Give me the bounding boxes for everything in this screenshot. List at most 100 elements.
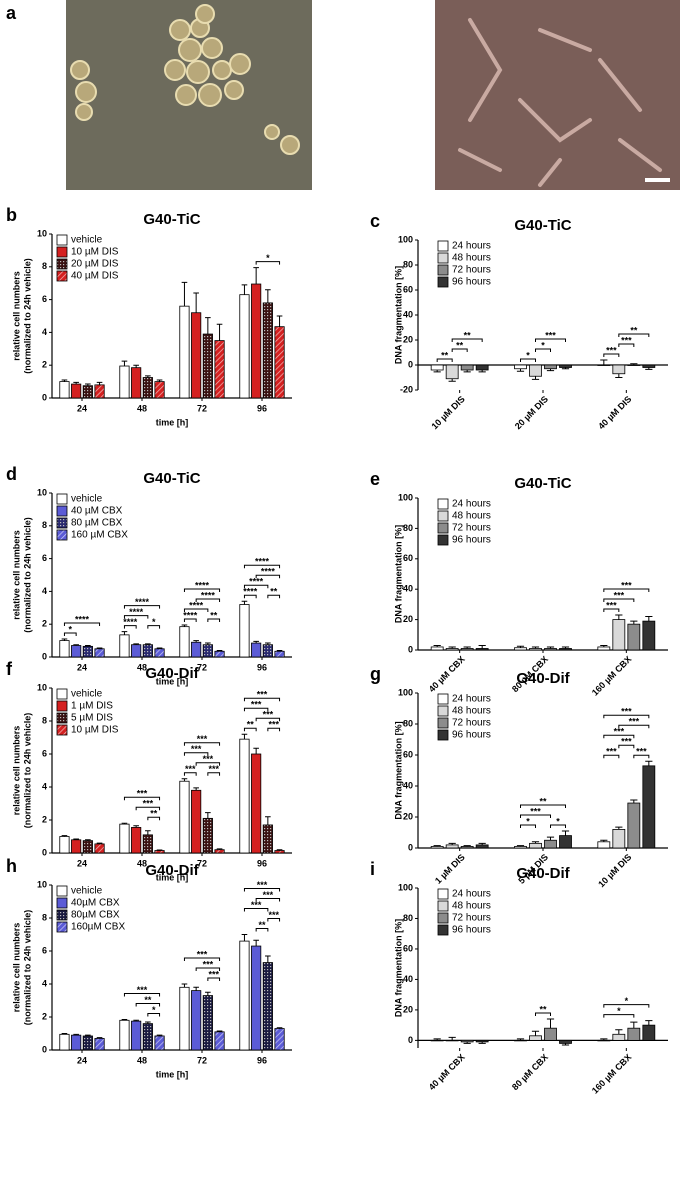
significance-label: *** xyxy=(263,710,274,720)
error-bar xyxy=(205,812,211,819)
error-bar xyxy=(133,364,139,368)
legend-swatch xyxy=(437,264,449,276)
error-bar xyxy=(73,838,79,840)
error-bar xyxy=(73,1033,79,1036)
significance-label: * xyxy=(625,996,629,1006)
error-bar xyxy=(181,281,188,307)
significance-label: *** xyxy=(636,747,647,757)
y-axis-label: relative cell numbers xyxy=(11,530,21,620)
bar xyxy=(544,648,557,651)
significance-bracket xyxy=(451,348,468,352)
y-tick-label: 0 xyxy=(408,1035,413,1045)
significance-label: ** xyxy=(456,340,464,350)
y-tick-label: 8 xyxy=(42,261,47,271)
legend-swatch xyxy=(56,270,68,282)
significance-bracket xyxy=(183,588,221,593)
error-bar xyxy=(193,292,199,313)
error-bar xyxy=(433,644,441,647)
significance-label: **** xyxy=(249,577,264,587)
error-bar xyxy=(276,1027,283,1029)
significance-bracket xyxy=(618,724,650,729)
legend-label: 160µM CBX xyxy=(71,922,125,933)
x-axis-label: time [h] xyxy=(156,676,189,686)
x-tick-label: 40 µM CBX xyxy=(427,654,467,694)
bar xyxy=(142,377,153,399)
significance-bracket xyxy=(195,967,221,971)
legend-swatch xyxy=(437,534,449,546)
error-bar xyxy=(478,644,486,649)
significance-bracket xyxy=(243,584,269,589)
x-tick-label: 24 xyxy=(77,662,87,672)
bar xyxy=(239,738,250,854)
error-bar xyxy=(216,323,223,341)
error-bar xyxy=(73,381,79,385)
error-bar xyxy=(600,644,608,647)
significance-bracket xyxy=(255,898,281,902)
x-tick-label: 96 xyxy=(257,662,267,672)
bar xyxy=(214,1031,225,1051)
legend-label: 72 hours xyxy=(452,718,491,729)
significance-label: *** xyxy=(268,910,279,920)
x-tick-label: 160 µM CBX xyxy=(590,1052,634,1096)
bar xyxy=(475,844,489,849)
y-tick-label: 80 xyxy=(403,259,413,269)
y-tick-label: 20 xyxy=(403,811,413,821)
chart-title: G40-Dif xyxy=(145,665,199,682)
significance-bracket xyxy=(123,992,161,997)
x-tick-label: 48 xyxy=(137,662,147,672)
chart-title: G40-Dif xyxy=(516,865,570,882)
legend-swatch xyxy=(437,276,449,288)
bar xyxy=(514,1039,527,1042)
bar xyxy=(642,620,656,651)
error-bar xyxy=(241,733,248,740)
bar xyxy=(445,648,459,651)
bar xyxy=(529,648,542,651)
error-bar xyxy=(133,1019,139,1022)
error-bar xyxy=(600,1038,608,1041)
significance-bracket xyxy=(520,804,566,808)
legend-label: vehicle xyxy=(71,494,103,505)
error-bar xyxy=(181,983,188,988)
error-bar xyxy=(600,359,608,365)
legend-swatch xyxy=(56,688,68,700)
y-axis-label: (normalized to 24h vehicle) xyxy=(22,910,32,1026)
error-bar xyxy=(253,640,259,644)
legend-swatch xyxy=(437,240,449,252)
significance-label: ** xyxy=(539,1004,547,1014)
legend-swatch xyxy=(56,921,68,933)
panel-letter: h xyxy=(6,856,17,876)
error-bar xyxy=(241,284,248,295)
error-bar xyxy=(145,1021,151,1024)
significance-bracket xyxy=(267,918,281,922)
significance-label: **** xyxy=(201,590,216,600)
x-tick-label: 40 µM CBX xyxy=(427,1052,467,1092)
error-bar xyxy=(145,643,151,645)
y-tick-label: 40 xyxy=(403,974,413,984)
significance-bracket xyxy=(243,727,257,732)
error-bar xyxy=(478,842,486,845)
bar xyxy=(262,644,273,658)
significance-label: *** xyxy=(137,789,148,799)
bar xyxy=(142,834,153,854)
error-bar xyxy=(615,826,623,830)
legend-swatch xyxy=(437,729,449,741)
legend-swatch xyxy=(56,724,68,736)
error-bar xyxy=(448,1036,456,1041)
significance-label: ** xyxy=(150,809,158,819)
x-tick-label: 10 µM DIS xyxy=(429,394,466,431)
error-bar xyxy=(96,381,103,385)
bar xyxy=(597,646,611,651)
significance-bracket xyxy=(255,574,281,579)
bar xyxy=(597,841,611,849)
bar xyxy=(559,648,572,651)
legend-label: 10 µM DIS xyxy=(71,725,119,736)
significance-label: *** xyxy=(606,600,617,610)
significance-label: *** xyxy=(208,764,219,774)
legend-swatch xyxy=(437,705,449,717)
error-bar xyxy=(615,614,623,620)
bar xyxy=(262,962,273,1051)
bar xyxy=(202,644,213,658)
x-axis-label: time [h] xyxy=(156,872,189,882)
bar xyxy=(460,648,474,651)
bar xyxy=(430,364,444,371)
